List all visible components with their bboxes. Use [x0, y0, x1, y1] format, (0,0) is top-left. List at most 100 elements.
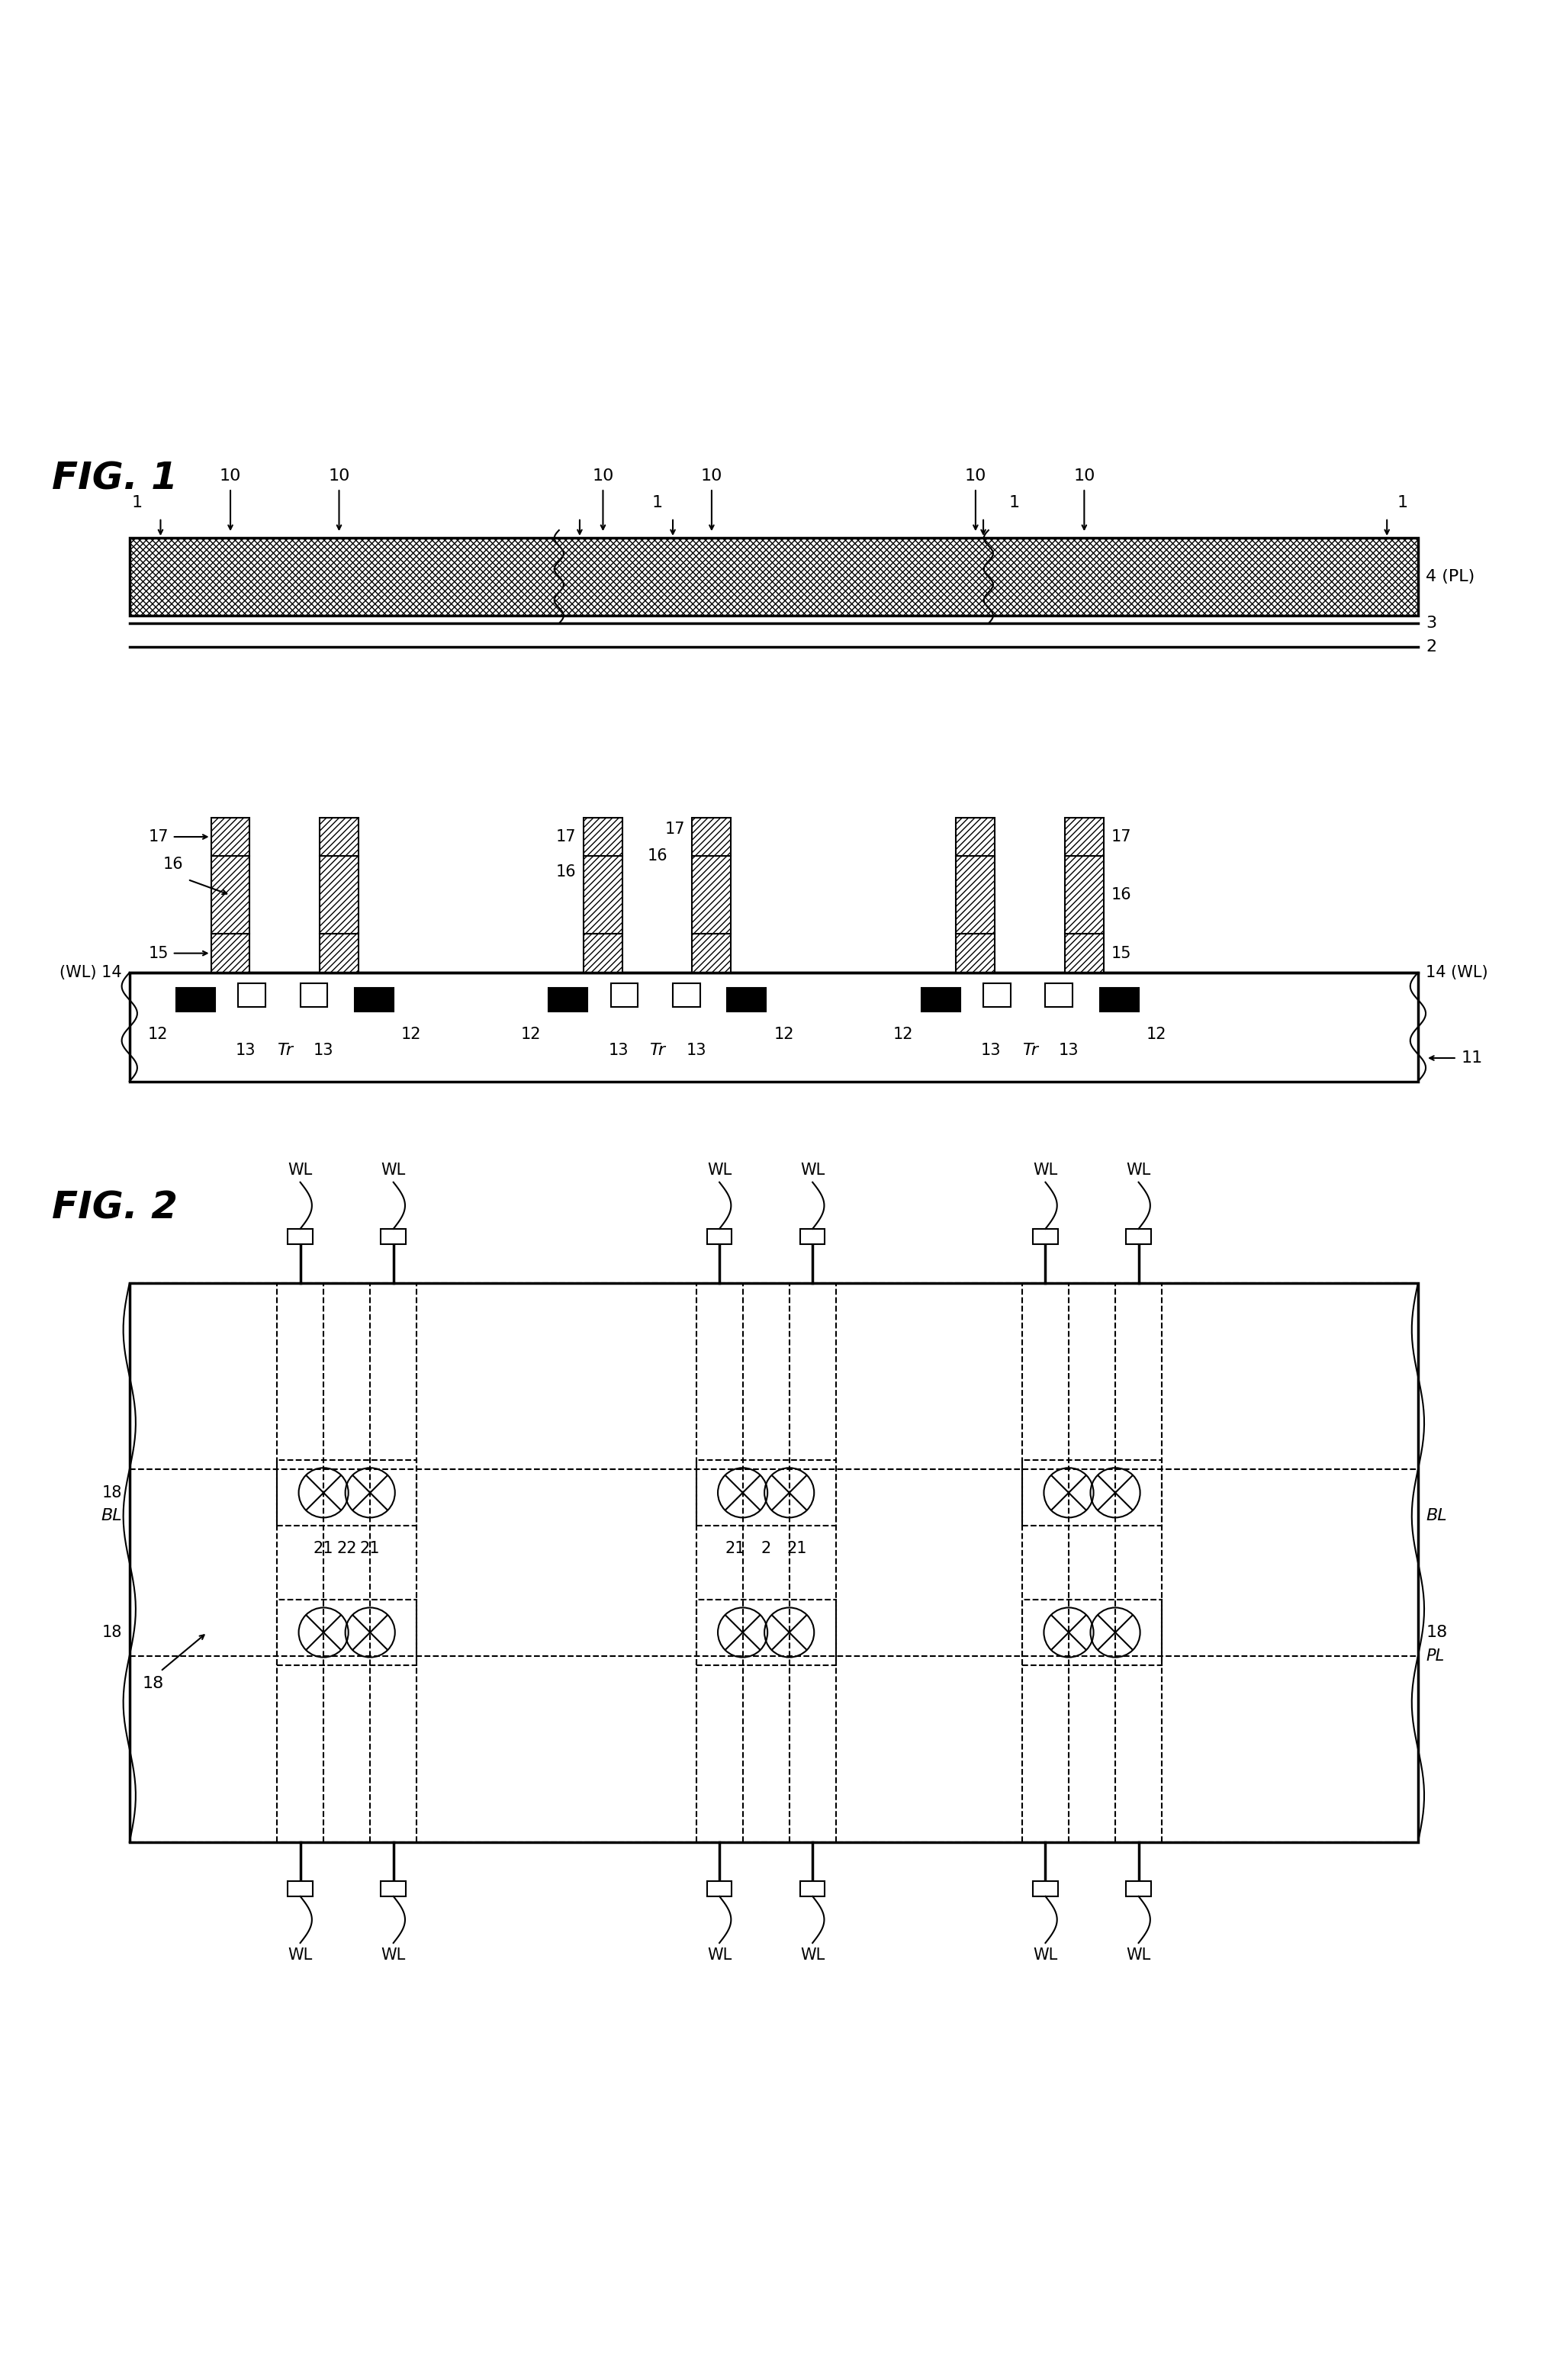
Bar [1064, 816, 1103, 857]
Bar [300, 983, 327, 1007]
Text: Tr: Tr [1022, 1042, 1038, 1057]
Text: 10: 10 [328, 469, 350, 483]
Bar [130, 538, 1418, 616]
Bar [355, 988, 394, 1011]
Bar [921, 988, 960, 1011]
Bar [211, 857, 250, 933]
Text: Tr: Tr [277, 1042, 292, 1057]
Text: 16: 16 [555, 864, 575, 878]
Bar [1125, 1228, 1150, 1245]
Text: 18: 18 [1425, 1626, 1447, 1640]
Text: FIG. 2: FIG. 2 [52, 1190, 178, 1226]
Text: 16: 16 [163, 857, 183, 871]
Bar [957, 933, 996, 973]
Text: WL: WL [706, 1161, 731, 1178]
Bar [1125, 1880, 1150, 1897]
Text: 10: 10 [964, 469, 986, 483]
Bar [706, 1880, 731, 1897]
Text: 16: 16 [1111, 888, 1132, 902]
Bar [583, 816, 622, 857]
Bar [1022, 1599, 1161, 1666]
Text: 12: 12 [892, 1028, 913, 1042]
Text: WL: WL [1033, 1947, 1058, 1963]
Text: 15: 15 [148, 945, 169, 962]
Text: 11: 11 [1461, 1050, 1483, 1066]
Bar [288, 1228, 313, 1245]
Text: 14 (WL): 14 (WL) [1425, 964, 1488, 981]
Text: 13: 13 [1058, 1042, 1078, 1057]
Text: WL: WL [1127, 1947, 1150, 1963]
Text: (WL) 14: (WL) 14 [59, 964, 122, 981]
Text: WL: WL [800, 1947, 825, 1963]
Text: 15: 15 [1111, 945, 1132, 962]
Text: 12: 12 [520, 1028, 541, 1042]
Text: WL: WL [800, 1161, 825, 1178]
Text: 13: 13 [608, 1042, 628, 1057]
Bar [320, 857, 358, 933]
Bar [1022, 1459, 1161, 1526]
Text: 17: 17 [555, 828, 575, 845]
Bar [1033, 1880, 1058, 1897]
Text: 21: 21 [786, 1540, 807, 1557]
Text: 2: 2 [1425, 638, 1436, 654]
Bar [672, 983, 700, 1007]
Bar [1033, 1228, 1058, 1245]
Text: 10: 10 [219, 469, 241, 483]
Text: WL: WL [381, 1161, 406, 1178]
Bar [381, 1228, 406, 1245]
Text: 17: 17 [666, 821, 685, 838]
Text: 12: 12 [774, 1028, 794, 1042]
Bar [288, 1880, 313, 1897]
Text: 3: 3 [1425, 616, 1436, 631]
Text: 21: 21 [314, 1540, 333, 1557]
Text: WL: WL [288, 1161, 313, 1178]
Text: 13: 13 [236, 1042, 256, 1057]
Text: 1: 1 [1010, 495, 1019, 509]
Bar [130, 1283, 1418, 1842]
Text: 17: 17 [1111, 828, 1132, 845]
Text: WL: WL [706, 1947, 731, 1963]
Bar [277, 1459, 417, 1526]
Bar [1046, 983, 1072, 1007]
Text: WL: WL [1033, 1161, 1058, 1178]
Text: 18: 18 [102, 1485, 122, 1499]
Bar [381, 1880, 406, 1897]
Text: 1: 1 [131, 495, 142, 509]
Bar [130, 538, 1418, 616]
Bar [320, 933, 358, 973]
Text: 13: 13 [314, 1042, 333, 1057]
Text: 21: 21 [725, 1540, 746, 1557]
Bar [983, 983, 1011, 1007]
Text: 13: 13 [686, 1042, 706, 1057]
Text: 22: 22 [336, 1540, 356, 1557]
Bar [611, 983, 638, 1007]
Bar [692, 857, 731, 933]
Bar [583, 857, 622, 933]
Text: FIG. 1: FIG. 1 [52, 459, 178, 497]
Text: PL: PL [1425, 1647, 1444, 1664]
Text: 12: 12 [148, 1028, 169, 1042]
Bar [800, 1880, 825, 1897]
Bar [277, 1599, 417, 1666]
Text: 16: 16 [647, 850, 667, 864]
Text: BL: BL [100, 1509, 122, 1523]
Bar [696, 1459, 836, 1526]
Text: 4 (PL): 4 (PL) [1425, 569, 1475, 585]
Text: WL: WL [288, 1947, 313, 1963]
Bar [957, 857, 996, 933]
Text: 12: 12 [1146, 1028, 1166, 1042]
Text: 18: 18 [142, 1676, 164, 1692]
Bar [800, 1228, 825, 1245]
Text: BL: BL [1425, 1509, 1447, 1523]
Text: 10: 10 [700, 469, 722, 483]
Text: 13: 13 [982, 1042, 1002, 1057]
Bar [692, 933, 731, 973]
Bar [211, 816, 250, 857]
Bar [727, 988, 766, 1011]
Text: 10: 10 [1074, 469, 1096, 483]
Text: WL: WL [1127, 1161, 1150, 1178]
Text: 21: 21 [359, 1540, 380, 1557]
Bar [211, 933, 250, 973]
Text: 18: 18 [102, 1626, 122, 1640]
Text: 17: 17 [148, 828, 169, 845]
